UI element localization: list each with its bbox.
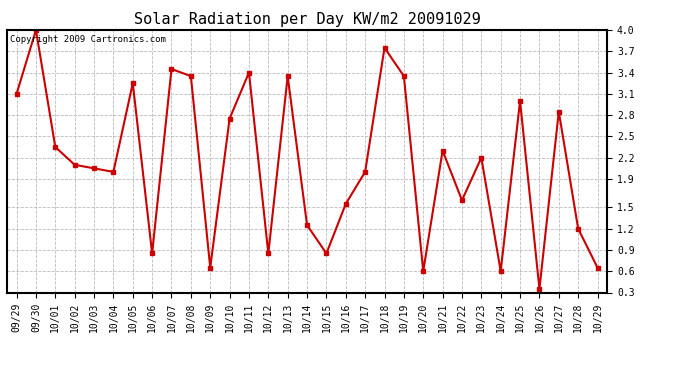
- Text: Copyright 2009 Cartronics.com: Copyright 2009 Cartronics.com: [10, 35, 166, 44]
- Title: Solar Radiation per Day KW/m2 20091029: Solar Radiation per Day KW/m2 20091029: [134, 12, 480, 27]
